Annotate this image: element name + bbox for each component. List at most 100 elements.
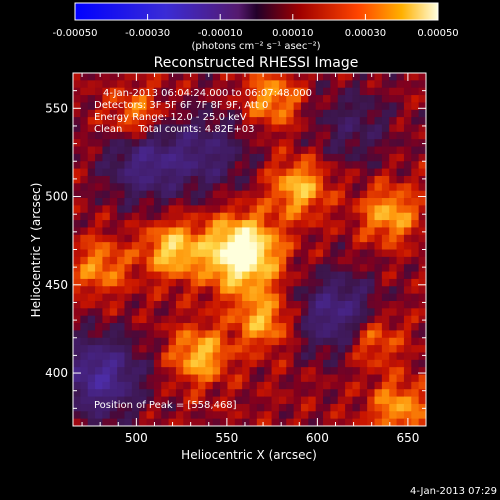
heatmap-cell [205,175,214,184]
heatmap-cell [131,183,140,192]
heatmap-cell [403,227,412,236]
heatmap-cell [308,308,317,317]
heatmap-cell [323,367,331,376]
heatmap-cell [278,367,287,376]
heatmap-cell [124,286,133,295]
heatmap-cell [212,139,221,148]
heatmap-cell [198,198,206,206]
heatmap-cell [337,264,346,273]
heatmap-cell [161,249,170,258]
heatmap-cell [367,198,376,206]
heatmap-cell [234,271,243,280]
heatmap-cell [220,323,229,331]
heatmap-cell [80,367,89,376]
heatmap-cell [300,242,309,251]
heatmap-cell [220,73,229,81]
heatmap-cell [330,352,339,361]
heatmap-cell [87,323,96,331]
heatmap-cell [264,87,273,96]
heatmap-cell [367,411,376,420]
heatmap-cell [293,234,302,243]
heatmap-cell [374,396,383,405]
heatmap-cell [73,102,81,111]
heatmap-cell [264,300,273,309]
heatmap-cell [117,131,126,140]
heatmap-cell [73,286,81,295]
heatmap-cell [403,403,412,412]
heatmap-cell [293,337,302,346]
heatmap-cell [352,271,361,280]
heatmap-cell [374,271,383,280]
heatmap-cell [278,161,287,170]
heatmap-cell [359,418,368,426]
heatmap-cell [389,102,398,111]
heatmap-cell [102,175,111,184]
heatmap-cell [139,271,148,280]
heatmap-cell [198,264,206,273]
heatmap-cell [146,381,155,390]
heatmap-cell [161,153,170,162]
heatmap-cell [139,337,148,346]
heatmap-cell [117,212,126,221]
heatmap-cell [242,190,251,199]
heatmap-cell [80,205,89,214]
heatmap-cell [131,249,140,258]
heatmap-cell [308,109,317,118]
heatmap-cell [109,102,118,111]
heatmap-cell [315,168,324,177]
heatmap-cell [227,264,236,273]
heatmap-cell [190,205,199,214]
heatmap-cell [242,293,251,302]
heatmap-cell [308,323,317,331]
heatmap-cell [73,175,81,184]
heatmap-cell [102,396,111,405]
heatmap-cell [198,139,206,148]
heatmap-cell [403,168,412,177]
heatmap-cell [352,95,361,104]
heatmap-cell [139,374,148,383]
heatmap-cell [418,411,426,420]
heatmap-cell [359,153,368,162]
heatmap-cell [190,227,199,236]
heatmap-cell [73,198,81,206]
heatmap-cell [418,352,426,361]
heatmap-cell [374,300,383,309]
heatmap-cell [293,367,302,376]
heatmap-cell [212,131,221,140]
heatmap-cell [212,403,221,412]
heatmap-cell [389,396,398,405]
heatmap-cell [175,411,184,420]
heatmap-cell [256,278,265,287]
heatmap-cell [175,117,184,126]
heatmap-cell [153,403,162,412]
heatmap-cell [190,139,199,148]
heatmap-cell [264,411,273,420]
heatmap-cell [367,271,376,280]
heatmap-cell [359,131,368,140]
heatmap-cell [227,271,236,280]
heatmap-cell [264,286,273,295]
heatmap-cell [109,396,118,405]
heatmap-cell [249,212,258,221]
heatmap-cell [234,374,243,383]
heatmap-cell [161,293,170,302]
heatmap-cell [153,264,162,273]
heatmap-cell [345,124,354,133]
heatmap-cell [102,95,111,104]
heatmap-cell [300,323,309,331]
heatmap-cell [396,80,405,89]
heatmap-cell [139,234,148,243]
heatmap-cell [418,418,426,426]
heatmap-cell [249,73,258,81]
heatmap-cell [256,345,265,354]
heatmap-cell [381,345,390,354]
heatmap-cell [315,146,324,155]
heatmap-cell [249,330,258,339]
heatmap-cell [345,403,354,412]
heatmap-cell [249,278,258,287]
heatmap-cell [271,293,280,302]
heatmap-cell [337,345,346,354]
heatmap-cell [286,256,295,265]
y-axis-label: Heliocentric Y (arcsec) [29,183,43,318]
heatmap-cell [131,315,140,324]
